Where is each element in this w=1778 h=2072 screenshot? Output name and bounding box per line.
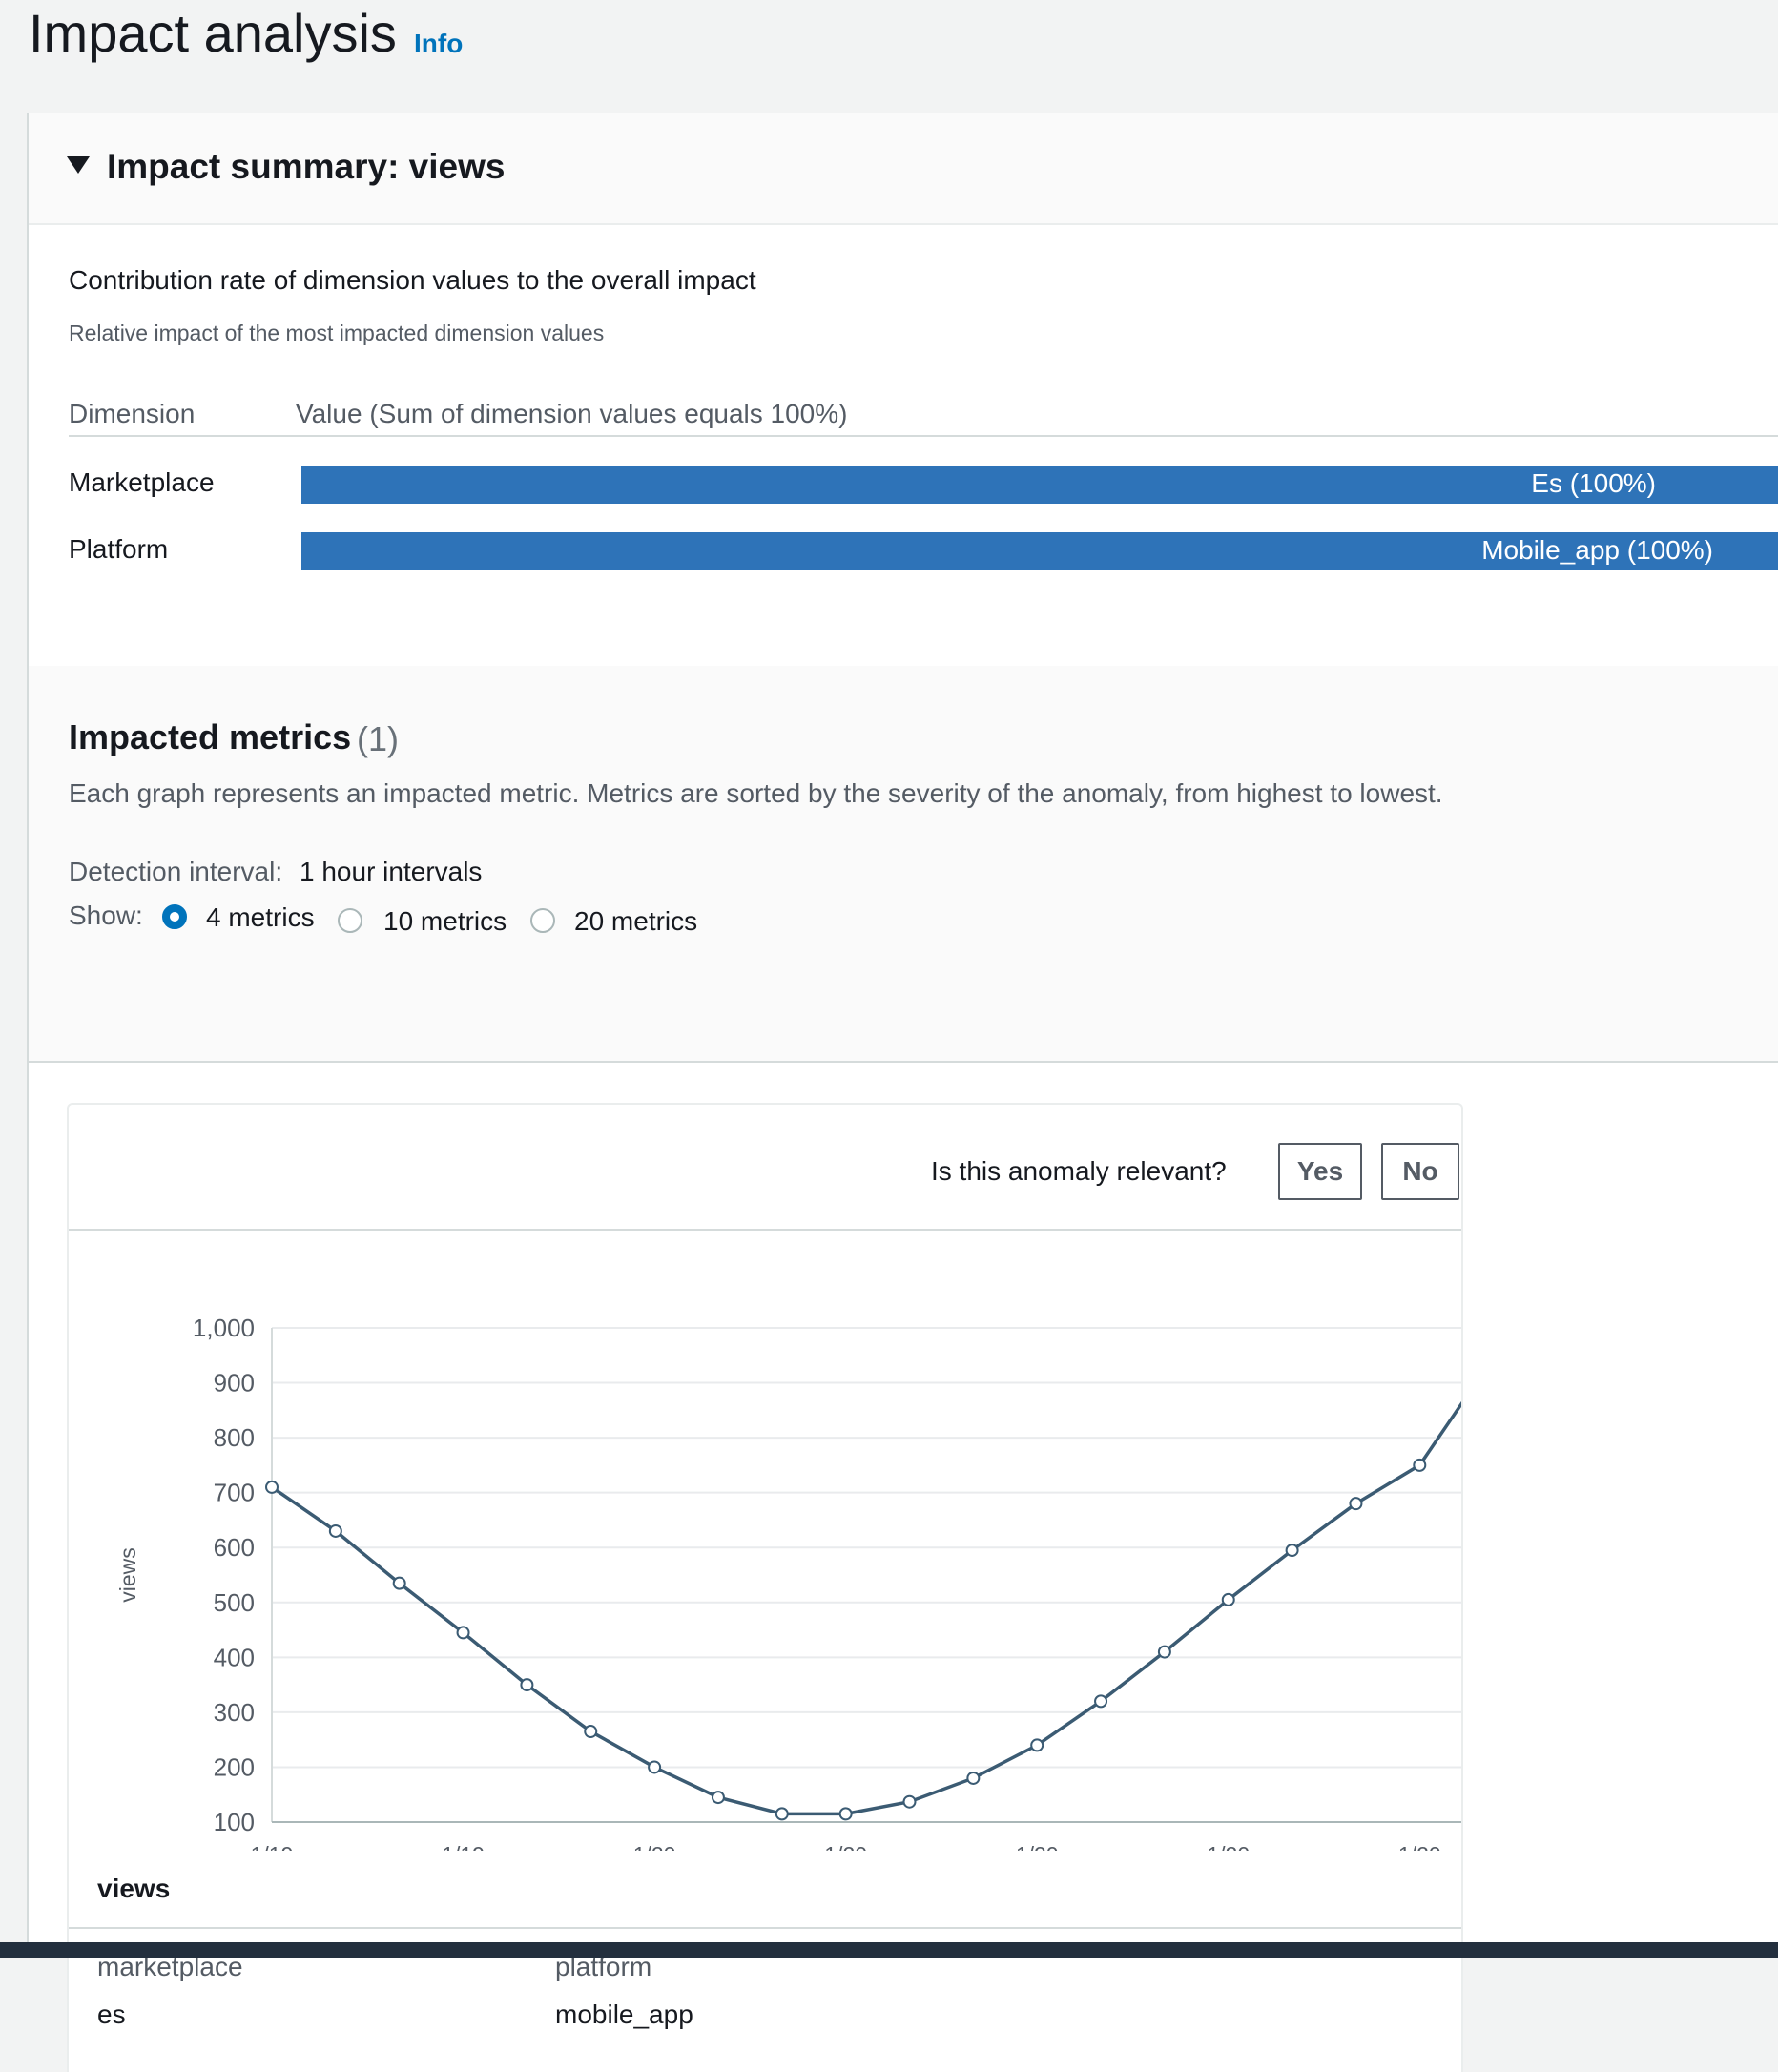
data-point	[456, 1626, 470, 1640]
y-axis-label: views	[115, 1547, 140, 1603]
table-divider	[69, 435, 1778, 437]
page-title: Impact analysis	[29, 3, 397, 63]
radio-20-metrics-label[interactable]: 20 metrics	[574, 906, 698, 936]
bottom-bar	[0, 1942, 1778, 1958]
y-tick-label: 300	[214, 1698, 255, 1727]
card-divider	[69, 1927, 1461, 1929]
radio-4-metrics[interactable]	[162, 904, 187, 929]
x-tick-label: 1/19	[251, 1842, 294, 1851]
no-button[interactable]: No	[1381, 1143, 1459, 1200]
data-point	[775, 1807, 789, 1821]
contribution-bar-label: Mobile_app (100%)	[1481, 535, 1713, 565]
views-series-line	[271, 1400, 1461, 1816]
show-label: Show:	[69, 901, 143, 930]
contribution-bar-label: Es (100%)	[1531, 468, 1656, 498]
contribution-bar-marketplace: Es (100%)	[301, 466, 1778, 504]
data-point	[1285, 1544, 1299, 1558]
impact-container: Impact summary: views Contribution rate …	[27, 113, 1778, 2072]
column-header-value: Value (Sum of dimension values equals 10…	[296, 399, 848, 428]
x-tick-label: 1/19	[442, 1842, 485, 1851]
radio-4-metrics-label[interactable]: 4 metrics	[206, 902, 315, 932]
impacted-metrics-description: Each graph represents an impacted metric…	[69, 778, 1443, 808]
data-point	[584, 1725, 598, 1739]
metric-card: Is this anomaly relevant? Yes No 1,000 90…	[67, 1103, 1463, 2072]
data-point	[328, 1523, 342, 1538]
impacted-metrics-section: Impacted metrics (1) Each graph represen…	[29, 666, 1778, 1063]
x-tick-label: 1/20	[824, 1842, 867, 1851]
y-tick-label: 900	[214, 1369, 255, 1398]
data-point	[966, 1771, 981, 1785]
impacted-metrics-count: (1)	[357, 719, 399, 758]
y-tick-label: 800	[214, 1423, 255, 1452]
data-point	[1349, 1497, 1363, 1511]
views-line-chart: 1,000 900 800 700 600 500 400 300 200 100 1/19 1/19…	[115, 1314, 1461, 1851]
y-tick-label: 500	[214, 1588, 255, 1617]
contribution-bar-platform: Mobile_app (100%)	[301, 532, 1778, 570]
dimension-marketplace-label: Marketplace	[69, 467, 215, 497]
dimension-value-marketplace: es	[97, 1999, 126, 2029]
contribution-title: Contribution rate of dimension values to…	[69, 265, 756, 295]
column-header-dimension: Dimension	[69, 399, 196, 428]
caret-down-icon[interactable]	[67, 156, 90, 174]
data-point	[1413, 1458, 1427, 1472]
x-tick-label: 1/20	[1016, 1842, 1059, 1851]
data-point	[1094, 1694, 1108, 1709]
card-header: Is this anomaly relevant? Yes No	[69, 1105, 1461, 1231]
y-tick-label: 700	[214, 1479, 255, 1507]
data-point	[1221, 1592, 1235, 1606]
metric-name: views	[97, 1874, 171, 1903]
y-tick-label: 400	[214, 1643, 255, 1671]
x-tick-label: 1/20	[1398, 1842, 1441, 1851]
impact-summary-header[interactable]: Impact summary: views	[29, 113, 1778, 225]
data-point	[711, 1791, 725, 1805]
y-tick-label: 200	[214, 1752, 255, 1781]
radio-10-metrics-label[interactable]: 10 metrics	[383, 906, 507, 936]
y-tick-label: 1,000	[193, 1314, 255, 1342]
y-tick-label: 600	[214, 1533, 255, 1562]
dimension-value-platform: mobile_app	[555, 1999, 693, 2029]
impacted-metrics-title: Impacted metrics	[69, 717, 352, 756]
y-tick-label: 100	[214, 1808, 255, 1836]
info-link[interactable]: Info	[414, 29, 464, 58]
anomaly-relevant-question: Is this anomaly relevant?	[931, 1156, 1227, 1186]
detection-interval-value: 1 hour intervals	[300, 857, 483, 886]
radio-20-metrics[interactable]	[530, 908, 555, 933]
data-point	[265, 1480, 279, 1494]
data-point	[648, 1760, 662, 1774]
x-tick-label: 1/20	[633, 1842, 676, 1851]
data-point	[902, 1794, 917, 1809]
data-point	[392, 1576, 406, 1590]
data-point	[1030, 1738, 1044, 1752]
dimension-platform-label: Platform	[69, 534, 169, 564]
data-point	[1157, 1645, 1171, 1659]
x-tick-label: 1/20	[1207, 1842, 1250, 1851]
detection-interval-label: Detection interval:	[69, 857, 283, 886]
impact-summary-title[interactable]: Impact summary: views	[107, 147, 506, 186]
data-point	[838, 1807, 853, 1821]
contribution-description: Relative impact of the most impacted dim…	[69, 321, 605, 345]
data-point	[520, 1678, 534, 1692]
radio-10-metrics[interactable]	[338, 908, 362, 933]
yes-button[interactable]: Yes	[1278, 1143, 1362, 1200]
